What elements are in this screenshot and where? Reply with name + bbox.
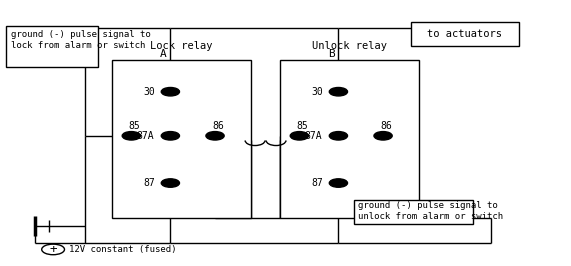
Text: 86: 86 [380, 121, 392, 131]
Text: A: A [160, 49, 167, 59]
Text: 85: 85 [296, 121, 308, 131]
Text: ground (-) pulse signal to
unlock from alarm or switch: ground (-) pulse signal to unlock from a… [359, 201, 504, 221]
Text: 86: 86 [212, 121, 224, 131]
Text: 85: 85 [128, 121, 140, 131]
Circle shape [161, 88, 179, 96]
Bar [112, 60, 251, 218]
Bar [6, 26, 98, 67]
Text: 87: 87 [311, 178, 323, 188]
Bar [411, 22, 519, 46]
Circle shape [290, 132, 308, 140]
Text: 87A: 87A [136, 131, 154, 141]
Text: 30: 30 [143, 87, 155, 97]
Text: B: B [328, 49, 335, 59]
Bar [354, 201, 473, 224]
Circle shape [329, 132, 348, 140]
Text: +: + [49, 243, 57, 256]
Text: 87: 87 [143, 178, 155, 188]
Circle shape [374, 132, 392, 140]
Text: 30: 30 [311, 87, 323, 97]
Circle shape [329, 179, 348, 187]
Text: 87A: 87A [304, 131, 322, 141]
Circle shape [161, 179, 179, 187]
Circle shape [122, 132, 140, 140]
Text: Unlock relay: Unlock relay [312, 41, 387, 51]
Bar [280, 60, 419, 218]
Circle shape [206, 132, 224, 140]
Text: ground (-) pulse signal to
lock from alarm or switch: ground (-) pulse signal to lock from ala… [11, 31, 151, 50]
Text: Lock relay: Lock relay [150, 41, 213, 51]
Text: to actuators: to actuators [428, 29, 502, 39]
Circle shape [161, 132, 179, 140]
Text: 12V constant (fused): 12V constant (fused) [69, 245, 176, 254]
Circle shape [329, 88, 348, 96]
